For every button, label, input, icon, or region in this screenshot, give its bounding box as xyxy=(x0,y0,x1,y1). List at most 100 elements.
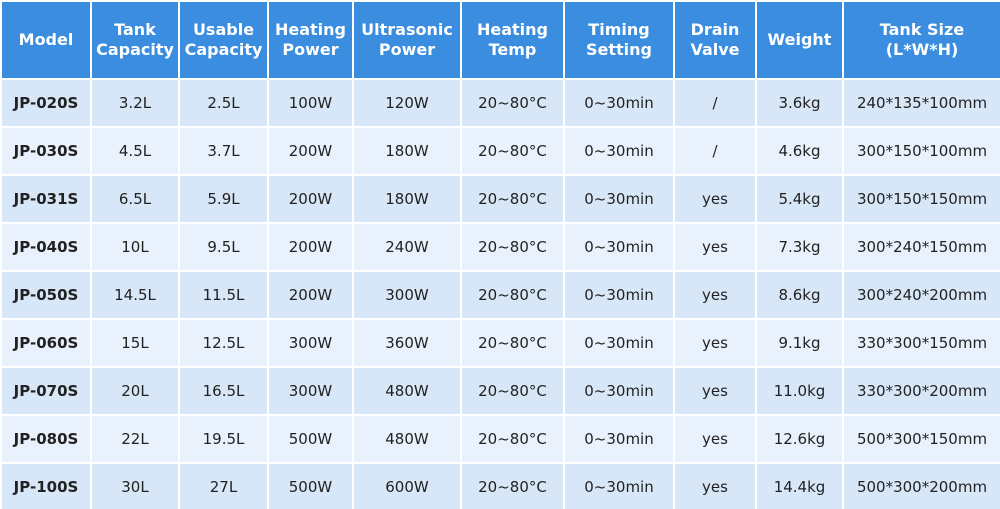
model-cell: JP-100S xyxy=(0,462,92,509)
table-cell: 20~80°C xyxy=(460,222,565,272)
table-cell: 300*240*150mm xyxy=(842,222,1000,272)
table-cell: 480W xyxy=(352,414,462,464)
table-cell: 5.4kg xyxy=(755,174,844,224)
table-cell: 300W xyxy=(352,270,462,320)
table-cell: yes xyxy=(673,222,757,272)
table-cell: 3.6kg xyxy=(755,78,844,128)
table-cell: yes xyxy=(673,270,757,320)
table-cell: 300W xyxy=(267,318,354,368)
header-row: Model Tank Capacity Usable Capacity Heating… xyxy=(0,0,1000,80)
table-cell: 200W xyxy=(267,270,354,320)
table-cell: 22L xyxy=(90,414,180,464)
table-cell: 20~80°C xyxy=(460,126,565,176)
table-cell: 500W xyxy=(267,414,354,464)
table-cell: 240*135*100mm xyxy=(842,78,1000,128)
table-cell: 27L xyxy=(178,462,269,509)
table-cell: 3.7L xyxy=(178,126,269,176)
header-cell: Ultrasonic Power xyxy=(352,0,462,80)
table-cell: 9.1kg xyxy=(755,318,844,368)
table-cell: 20~80°C xyxy=(460,462,565,509)
table-cell: 16.5L xyxy=(178,366,269,416)
model-cell: JP-070S xyxy=(0,366,92,416)
table-cell: 14.5L xyxy=(90,270,180,320)
table-body: JP-020S 3.2L 2.5L 100W 120W 20~80°C 0~30min/3.… xyxy=(0,78,1000,509)
table-row: JP-080S 22L 19.5L 500W 480W 20~80°C 0~30min yes… xyxy=(0,414,1000,464)
header-cell: Weight xyxy=(755,0,844,80)
table-cell: 200W xyxy=(267,222,354,272)
table-cell: yes xyxy=(673,318,757,368)
table-cell: 9.5L xyxy=(178,222,269,272)
table-cell: 12.6kg xyxy=(755,414,844,464)
table-cell: 0~30min xyxy=(563,78,675,128)
table-cell: yes xyxy=(673,414,757,464)
table-cell: 4.6kg xyxy=(755,126,844,176)
table-cell: 120W xyxy=(352,78,462,128)
table-cell: 0~30min xyxy=(563,462,675,509)
table-cell: yes xyxy=(673,174,757,224)
table-cell: 0~30min xyxy=(563,270,675,320)
table-cell: 0~30min xyxy=(563,318,675,368)
table-cell: 300*240*200mm xyxy=(842,270,1000,320)
table-cell: 500*300*200mm xyxy=(842,462,1000,509)
table-row: JP-100S 30L 27L 500W 600W 20~80°C 0~30min yes 14… xyxy=(0,462,1000,509)
table-cell: 300W xyxy=(267,366,354,416)
table-cell: yes xyxy=(673,366,757,416)
header-cell: Model xyxy=(0,0,92,80)
table-cell: 3.2L xyxy=(90,78,180,128)
table-cell: 2.5L xyxy=(178,78,269,128)
table-cell: 20~80°C xyxy=(460,78,565,128)
header-cell: Tank Capacity xyxy=(90,0,180,80)
table-cell: 20~80°C xyxy=(460,366,565,416)
table-row: JP-020S 3.2L 2.5L 100W 120W 20~80°C 0~30min/3.… xyxy=(0,78,1000,128)
table-cell: 500W xyxy=(267,462,354,509)
model-cell: JP-060S xyxy=(0,318,92,368)
table-row: JP-031S 6.5L 5.9L 200W 180W 20~80°C 0~30min yes… xyxy=(0,174,1000,224)
table-cell: 500*300*150mm xyxy=(842,414,1000,464)
model-cell: JP-031S xyxy=(0,174,92,224)
table-cell: 11.5L xyxy=(178,270,269,320)
table-cell: 20L xyxy=(90,366,180,416)
table-cell: 8.6kg xyxy=(755,270,844,320)
table-cell: 20~80°C xyxy=(460,270,565,320)
model-cell: JP-050S xyxy=(0,270,92,320)
header-cell: Usable Capacity xyxy=(178,0,269,80)
table-row: JP-070S 20L 16.5L 300W 480W 20~80°C 0~30min yes… xyxy=(0,366,1000,416)
table-row: JP-040S 10L 9.5L 200W 240W 20~80°C 0~30min yes 7… xyxy=(0,222,1000,272)
table-cell: 7.3kg xyxy=(755,222,844,272)
table-cell: 0~30min xyxy=(563,222,675,272)
table-cell: 0~30min xyxy=(563,366,675,416)
table-cell: 200W xyxy=(267,174,354,224)
table-row: JP-060S 15L 12.5L 300W 360W 20~80°C 0~30min yes… xyxy=(0,318,1000,368)
table-cell: 0~30min xyxy=(563,126,675,176)
table-cell: 19.5L xyxy=(178,414,269,464)
header-cell: Heating Temp xyxy=(460,0,565,80)
table-cell: 20~80°C xyxy=(460,174,565,224)
table-cell: 5.9L xyxy=(178,174,269,224)
table-cell: 4.5L xyxy=(90,126,180,176)
table-cell: 330*300*150mm xyxy=(842,318,1000,368)
table-cell: 20~80°C xyxy=(460,414,565,464)
table-row: JP-030S 4.5L 3.7L 200W 180W 20~80°C 0~30min/4.… xyxy=(0,126,1000,176)
header-cell: Tank Size (L*W*H) xyxy=(842,0,1000,80)
table-cell: yes xyxy=(673,462,757,509)
header-cell: Timing Setting xyxy=(563,0,675,80)
table-cell: / xyxy=(673,126,757,176)
table-cell: 0~30min xyxy=(563,414,675,464)
table-cell: 200W xyxy=(267,126,354,176)
model-cell: JP-020S xyxy=(0,78,92,128)
table-cell: 300*150*150mm xyxy=(842,174,1000,224)
header-cell: Drain Valve xyxy=(673,0,757,80)
table-cell: 180W xyxy=(352,126,462,176)
table-cell: 6.5L xyxy=(90,174,180,224)
table-row: JP-050S 14.5L 11.5L 200W 300W 20~80°C 0~30min y… xyxy=(0,270,1000,320)
table-cell: 480W xyxy=(352,366,462,416)
table-cell: 360W xyxy=(352,318,462,368)
model-cell: JP-040S xyxy=(0,222,92,272)
model-cell: JP-030S xyxy=(0,126,92,176)
table-cell: 600W xyxy=(352,462,462,509)
table-cell: 30L xyxy=(90,462,180,509)
table-cell: 15L xyxy=(90,318,180,368)
table-cell: 330*300*200mm xyxy=(842,366,1000,416)
header-cell: Heating Power xyxy=(267,0,354,80)
